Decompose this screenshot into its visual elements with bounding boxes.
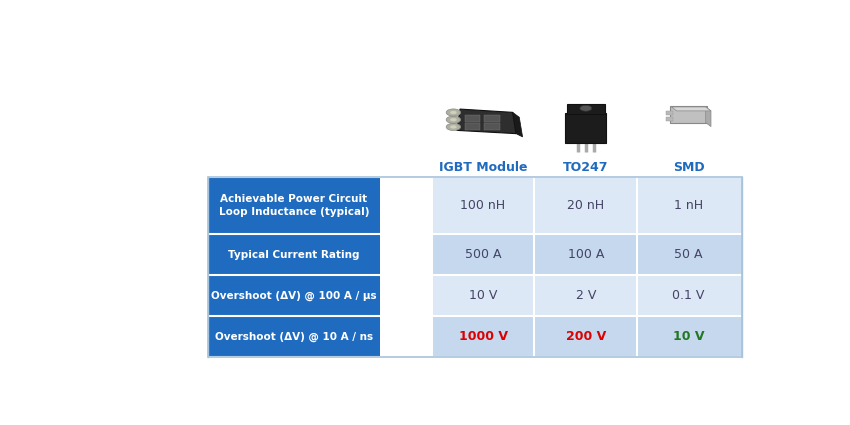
Polygon shape (456, 109, 516, 133)
Text: 1000 V: 1000 V (458, 330, 507, 343)
Text: 20 nH: 20 nH (567, 199, 604, 212)
FancyBboxPatch shape (465, 123, 480, 130)
Polygon shape (706, 107, 711, 127)
FancyBboxPatch shape (740, 234, 742, 275)
Text: Overshoot (ΔV) @ 10 A / ns: Overshoot (ΔV) @ 10 A / ns (215, 332, 373, 342)
Text: Achievable Power Circuit
Loop Inductance (typical): Achievable Power Circuit Loop Inductance… (218, 194, 369, 217)
FancyBboxPatch shape (567, 104, 605, 113)
FancyBboxPatch shape (208, 275, 380, 316)
Text: 200 V: 200 V (566, 330, 606, 343)
FancyBboxPatch shape (208, 177, 380, 234)
Text: 500 A: 500 A (465, 248, 502, 261)
FancyBboxPatch shape (535, 316, 638, 357)
FancyBboxPatch shape (432, 177, 535, 234)
Circle shape (446, 123, 461, 130)
FancyBboxPatch shape (535, 275, 638, 316)
FancyBboxPatch shape (535, 177, 638, 234)
FancyBboxPatch shape (740, 275, 742, 316)
FancyBboxPatch shape (484, 115, 500, 122)
FancyBboxPatch shape (565, 113, 606, 143)
FancyBboxPatch shape (432, 316, 535, 357)
Text: 1 nH: 1 nH (674, 199, 703, 212)
Text: Typical Current Rating: Typical Current Rating (229, 250, 360, 260)
FancyBboxPatch shape (638, 177, 740, 234)
Polygon shape (513, 112, 523, 137)
Text: 2 V: 2 V (575, 289, 596, 302)
Circle shape (446, 109, 461, 116)
FancyBboxPatch shape (535, 234, 638, 275)
FancyBboxPatch shape (432, 275, 535, 316)
Polygon shape (672, 107, 711, 111)
FancyBboxPatch shape (740, 316, 742, 357)
Text: 100 nH: 100 nH (461, 199, 506, 212)
FancyBboxPatch shape (666, 117, 672, 121)
Text: 0.1 V: 0.1 V (672, 289, 705, 302)
Circle shape (450, 118, 456, 122)
FancyBboxPatch shape (484, 123, 500, 130)
Text: 100 A: 100 A (568, 248, 604, 261)
Text: TO247: TO247 (563, 161, 609, 174)
Circle shape (446, 116, 461, 123)
FancyBboxPatch shape (670, 106, 707, 123)
FancyBboxPatch shape (638, 234, 740, 275)
FancyBboxPatch shape (432, 234, 535, 275)
Circle shape (450, 125, 456, 128)
FancyBboxPatch shape (666, 111, 672, 115)
Circle shape (450, 111, 456, 114)
FancyBboxPatch shape (740, 177, 742, 234)
FancyBboxPatch shape (465, 115, 480, 122)
Text: SMD: SMD (672, 161, 705, 174)
FancyBboxPatch shape (638, 316, 740, 357)
FancyBboxPatch shape (208, 234, 380, 275)
Circle shape (580, 105, 592, 111)
FancyBboxPatch shape (208, 316, 380, 357)
Text: Overshoot (ΔV) @ 100 A / µs: Overshoot (ΔV) @ 100 A / µs (211, 290, 377, 301)
Text: 10 V: 10 V (673, 330, 705, 343)
Text: 50 A: 50 A (674, 248, 703, 261)
Text: IGBT Module: IGBT Module (439, 161, 527, 174)
FancyBboxPatch shape (638, 275, 740, 316)
Text: 10 V: 10 V (469, 289, 497, 302)
